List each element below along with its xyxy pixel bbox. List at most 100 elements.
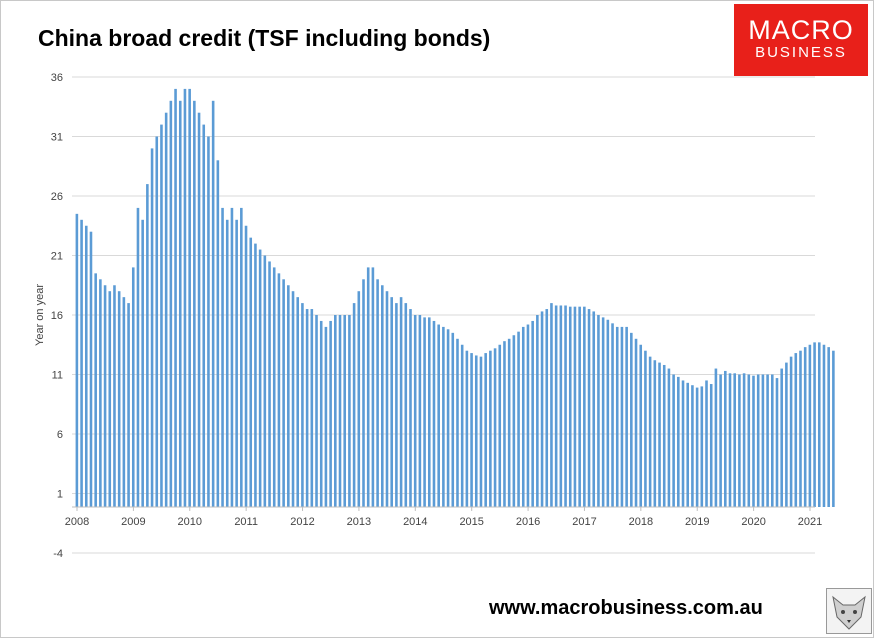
bar <box>146 184 149 507</box>
x-tick-label: 2017 <box>572 516 596 528</box>
bar <box>254 243 257 507</box>
bar <box>301 303 304 507</box>
bar <box>540 311 544 507</box>
bar <box>785 362 788 507</box>
bar <box>155 136 159 507</box>
bar <box>409 309 412 507</box>
bar <box>728 373 732 507</box>
bar <box>188 88 191 508</box>
bar <box>573 306 577 507</box>
bar <box>446 329 450 507</box>
bar <box>117 291 121 507</box>
y-tick-label: 21 <box>51 251 63 263</box>
y-tick-label: -4 <box>53 548 63 560</box>
x-tick-label: 2014 <box>403 516 427 528</box>
bar <box>780 368 783 507</box>
bar <box>667 368 671 507</box>
bar <box>817 342 821 507</box>
bar <box>822 344 826 507</box>
bar <box>752 375 755 507</box>
bar <box>343 315 347 507</box>
bar <box>625 326 628 507</box>
bar <box>832 350 835 507</box>
bar <box>329 320 332 507</box>
bar <box>489 350 492 507</box>
bar <box>827 347 830 507</box>
bar <box>240 207 243 507</box>
y-tick-label: 16 <box>51 310 63 322</box>
bar <box>366 267 370 507</box>
bar <box>174 88 177 508</box>
bar <box>738 374 741 507</box>
bar <box>381 285 384 507</box>
x-tick-label: 2008 <box>65 516 89 528</box>
bar <box>315 315 318 507</box>
bar <box>150 148 154 507</box>
x-axis-tick-labels: 2008 2009 2010 2011 2012 2013 2014 2015 2016 2017… <box>65 507 822 528</box>
bar <box>606 319 610 507</box>
bar <box>108 291 112 507</box>
bar <box>583 306 586 507</box>
bar <box>80 219 83 508</box>
bar <box>399 297 403 507</box>
bar <box>545 309 549 507</box>
bar <box>611 323 614 507</box>
bar <box>460 344 464 507</box>
macrobusiness-logo[interactable]: MACRO BUSINESS <box>734 4 868 76</box>
bar <box>789 356 793 507</box>
bar <box>211 100 215 508</box>
x-tick-label: 2021 <box>798 516 822 528</box>
bar <box>775 378 779 507</box>
bar <box>287 285 290 507</box>
bar <box>803 347 807 507</box>
bar <box>484 353 487 507</box>
bar <box>338 315 342 507</box>
bar <box>423 317 426 507</box>
bar <box>691 385 694 507</box>
bar <box>733 373 736 507</box>
bar <box>456 338 459 507</box>
bar <box>376 279 379 507</box>
bar <box>672 374 675 507</box>
bar <box>127 303 130 507</box>
bar <box>352 303 356 507</box>
bar <box>719 374 722 507</box>
x-tick-label: 2019 <box>685 516 709 528</box>
website-url[interactable]: www.macrobusiness.com.au <box>489 597 763 619</box>
bar <box>766 374 769 507</box>
bar <box>207 136 210 507</box>
bar <box>451 332 455 507</box>
bar <box>681 380 685 507</box>
bar <box>724 370 727 507</box>
bar <box>178 100 182 508</box>
bar <box>808 344 812 507</box>
bar <box>131 267 135 507</box>
bar <box>799 350 802 507</box>
bar <box>385 291 389 507</box>
bar <box>554 305 558 507</box>
x-tick-label: 2009 <box>121 516 145 528</box>
bar <box>296 297 300 507</box>
bar <box>183 88 187 508</box>
bar <box>658 362 661 507</box>
bar <box>597 315 600 507</box>
bar <box>305 309 309 507</box>
bar <box>531 320 534 507</box>
bar <box>503 341 506 507</box>
bar <box>474 355 478 507</box>
bar <box>202 124 206 507</box>
bar <box>362 279 365 507</box>
bar <box>564 305 567 507</box>
bar <box>319 320 323 507</box>
bar <box>592 311 596 507</box>
bar <box>193 100 196 508</box>
bar <box>263 255 267 507</box>
logo-line-1: MACRO <box>748 15 854 45</box>
y-tick-label: 1 <box>57 489 63 501</box>
bar <box>310 309 314 507</box>
bar <box>587 309 591 507</box>
x-tick-label: 2011 <box>234 516 258 528</box>
bar <box>521 326 525 507</box>
bar <box>282 279 285 507</box>
